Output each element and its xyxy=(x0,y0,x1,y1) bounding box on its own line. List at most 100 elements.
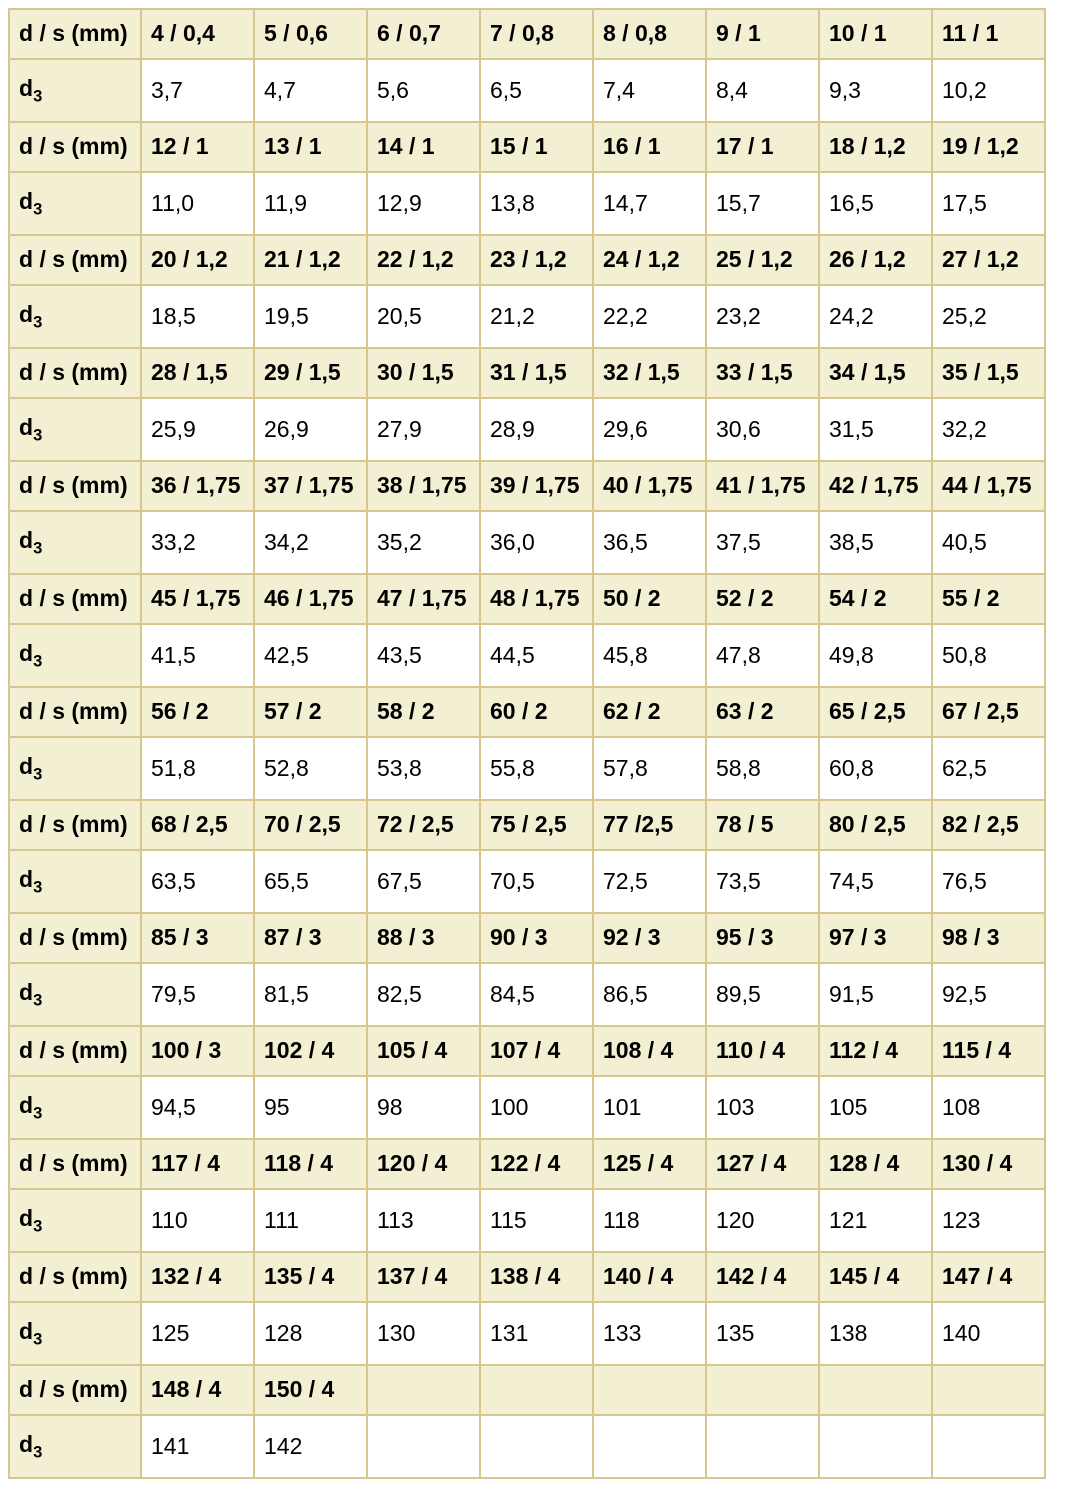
d-s-value-cell xyxy=(592,1364,707,1416)
d3-label-base: d xyxy=(19,74,34,101)
d3-value-cell: 13,8 xyxy=(479,171,594,236)
d-s-value-cell: 40 / 1,75 xyxy=(592,460,707,512)
d3-value-cell: 130 xyxy=(366,1301,481,1366)
d-s-value-cell: 8 / 0,8 xyxy=(592,8,707,60)
d3-value-cell: 11,0 xyxy=(140,171,255,236)
d-s-value-cell: 88 / 3 xyxy=(366,912,481,964)
d-s-value-cell: 118 / 4 xyxy=(253,1138,368,1190)
d-s-value-cell: 115 / 4 xyxy=(931,1025,1046,1077)
d3-value-cell: 3,7 xyxy=(140,58,255,123)
d-s-value-cell: 48 / 1,75 xyxy=(479,573,594,625)
row-label-d-s-mm: d / s (mm) xyxy=(8,912,142,964)
d-s-value-cell: 47 / 1,75 xyxy=(366,573,481,625)
d-s-value-cell: 102 / 4 xyxy=(253,1025,368,1077)
d3-value-cell: 16,5 xyxy=(818,171,933,236)
d3-value-cell: 125 xyxy=(140,1301,255,1366)
row-label-d3: d3 xyxy=(8,171,142,236)
row-label-d-s-mm: d / s (mm) xyxy=(8,1251,142,1303)
d3-value-cell: 89,5 xyxy=(705,962,820,1027)
d-s-value-cell xyxy=(479,1364,594,1416)
row-label-d3: d3 xyxy=(8,58,142,123)
d3-label-subscript: 3 xyxy=(33,538,43,558)
d-s-value-cell: 39 / 1,75 xyxy=(479,460,594,512)
d-s-value-cell: 32 / 1,5 xyxy=(592,347,707,399)
d-s-value-cell: 67 / 2,5 xyxy=(931,686,1046,738)
d-s-value-cell xyxy=(931,1364,1046,1416)
d3-value-cell: 41,5 xyxy=(140,623,255,688)
d3-value-cell: 81,5 xyxy=(253,962,368,1027)
d3-label-subscript: 3 xyxy=(33,764,43,784)
d3-value-cell: 113 xyxy=(366,1188,481,1253)
d3-value-cell: 25,9 xyxy=(140,397,255,462)
d3-value-cell: 15,7 xyxy=(705,171,820,236)
d-s-value-cell: 138 / 4 xyxy=(479,1251,594,1303)
d-s-value-cell: 80 / 2,5 xyxy=(818,799,933,851)
d3-data-row: d3 63,5 65,5 67,5 70,5 72,5 73,5 74,5 76,5 xyxy=(8,849,1046,914)
d3-value-cell: 120 xyxy=(705,1188,820,1253)
d3-value-cell: 73,5 xyxy=(705,849,820,914)
row-label-d3: d3 xyxy=(8,510,142,575)
d3-value-cell: 94,5 xyxy=(140,1075,255,1140)
d-s-header-row: d / s (mm) 56 / 2 57 / 2 58 / 2 60 / 2 62 / 2… xyxy=(8,686,1046,738)
d-s-value-cell: 105 / 4 xyxy=(366,1025,481,1077)
d-s-value-cell: 95 / 3 xyxy=(705,912,820,964)
d3-data-row: d3 41,5 42,5 43,5 44,5 45,8 47,8 49,8 50,8 xyxy=(8,623,1046,688)
d-s-value-cell: 30 / 1,5 xyxy=(366,347,481,399)
d-s-value-cell: 15 / 1 xyxy=(479,121,594,173)
d-s-value-cell: 90 / 3 xyxy=(479,912,594,964)
row-label-d-s-mm: d / s (mm) xyxy=(8,1025,142,1077)
d3-value-cell: 82,5 xyxy=(366,962,481,1027)
row-label-d3: d3 xyxy=(8,1075,142,1140)
d3-value-cell: 92,5 xyxy=(931,962,1046,1027)
d-s-value-cell: 125 / 4 xyxy=(592,1138,707,1190)
d3-value-cell: 76,5 xyxy=(931,849,1046,914)
d-s-value-cell: 27 / 1,2 xyxy=(931,234,1046,286)
d3-value-cell: 128 xyxy=(253,1301,368,1366)
d3-value-cell: 51,8 xyxy=(140,736,255,801)
d-s-value-cell: 9 / 1 xyxy=(705,8,820,60)
d3-data-row: d3 110 111 113 115 118 120 121 123 xyxy=(8,1188,1046,1253)
d3-value-cell: 31,5 xyxy=(818,397,933,462)
d3-value-cell: 19,5 xyxy=(253,284,368,349)
d3-value-cell: 133 xyxy=(592,1301,707,1366)
d3-value-cell: 29,6 xyxy=(592,397,707,462)
row-label-d-s-mm: d / s (mm) xyxy=(8,573,142,625)
d3-value-cell: 11,9 xyxy=(253,171,368,236)
row-label-d-s-mm: d / s (mm) xyxy=(8,347,142,399)
d3-value-cell: 95 xyxy=(253,1075,368,1140)
d3-label-subscript: 3 xyxy=(33,990,43,1010)
d-s-header-row: d / s (mm) 148 / 4 150 / 4 xyxy=(8,1364,1046,1416)
d3-value-cell: 27,9 xyxy=(366,397,481,462)
d3-value-cell: 23,2 xyxy=(705,284,820,349)
d-s-value-cell: 5 / 0,6 xyxy=(253,8,368,60)
d3-value-cell: 84,5 xyxy=(479,962,594,1027)
d3-label-base: d xyxy=(19,752,34,779)
d-s-value-cell: 65 / 2,5 xyxy=(818,686,933,738)
d3-label-base: d xyxy=(19,1317,34,1344)
d-s-value-cell: 112 / 4 xyxy=(818,1025,933,1077)
d3-value-cell: 34,2 xyxy=(253,510,368,575)
d-s-value-cell: 117 / 4 xyxy=(140,1138,255,1190)
d3-value-cell: 72,5 xyxy=(592,849,707,914)
d-s-value-cell: 68 / 2,5 xyxy=(140,799,255,851)
row-label-d3: d3 xyxy=(8,284,142,349)
d3-value-cell: 141 xyxy=(140,1414,255,1479)
row-label-d3: d3 xyxy=(8,623,142,688)
d3-label-subscript: 3 xyxy=(33,1103,43,1123)
d-s-value-cell: 16 / 1 xyxy=(592,121,707,173)
d3-value-cell: 131 xyxy=(479,1301,594,1366)
d-s-value-cell: 137 / 4 xyxy=(366,1251,481,1303)
d-s-value-cell: 92 / 3 xyxy=(592,912,707,964)
d3-value-cell: 58,8 xyxy=(705,736,820,801)
d3-value-cell: 70,5 xyxy=(479,849,594,914)
row-label-d3: d3 xyxy=(8,736,142,801)
d-s-value-cell: 23 / 1,2 xyxy=(479,234,594,286)
d-s-header-row: d / s (mm) 100 / 3 102 / 4 105 / 4 107 / 4 10… xyxy=(8,1025,1046,1077)
d-s-value-cell: 122 / 4 xyxy=(479,1138,594,1190)
d3-value-cell: 138 xyxy=(818,1301,933,1366)
d3-value-cell: 10,2 xyxy=(931,58,1046,123)
d-s-value-cell: 18 / 1,2 xyxy=(818,121,933,173)
d-s-value-cell: 28 / 1,5 xyxy=(140,347,255,399)
d-s-value-cell: 35 / 1,5 xyxy=(931,347,1046,399)
d3-label-base: d xyxy=(19,300,34,327)
